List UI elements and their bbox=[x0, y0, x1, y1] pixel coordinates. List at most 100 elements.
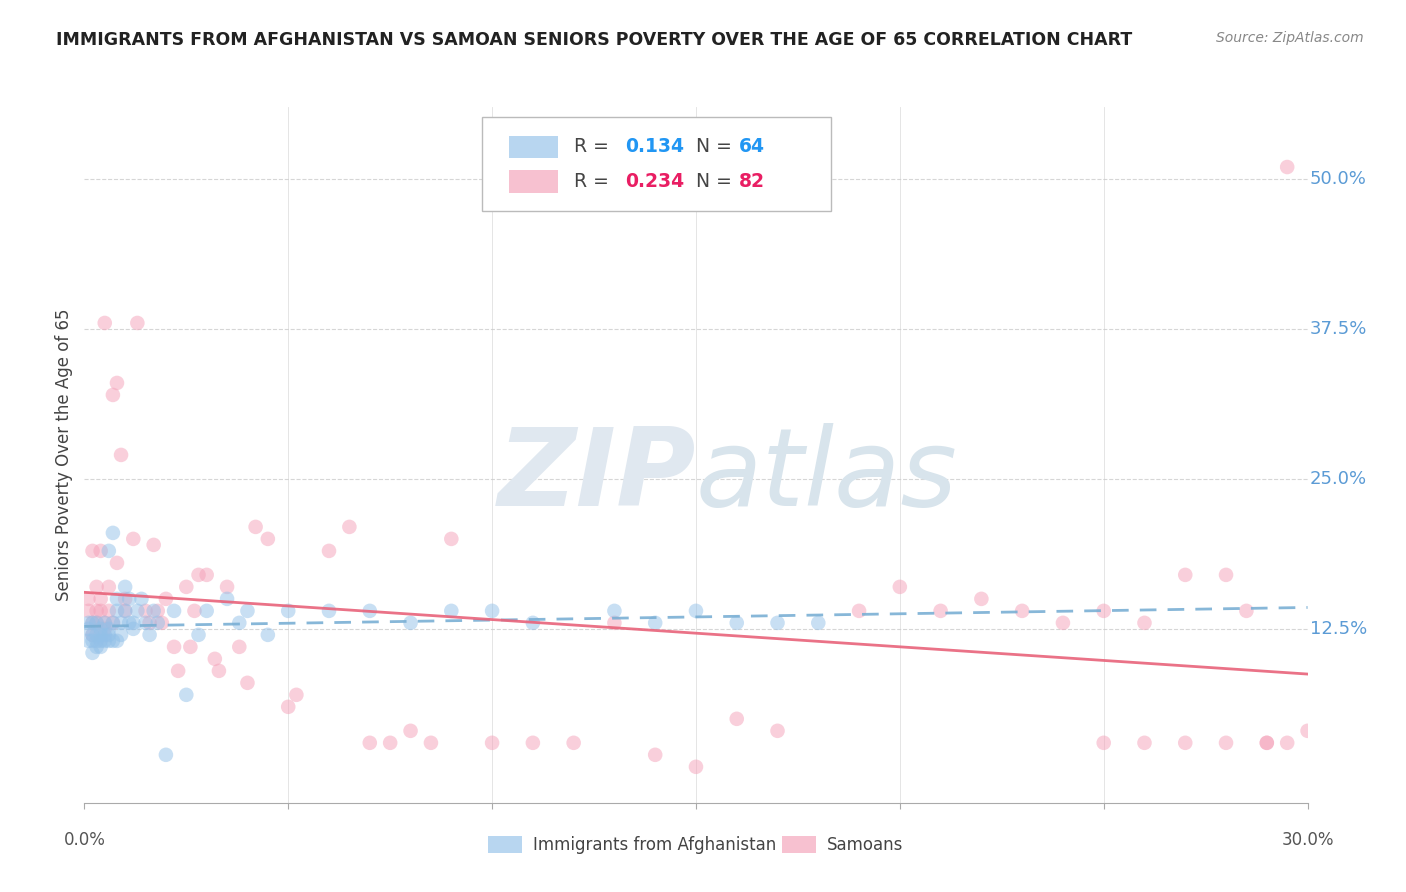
Point bbox=[146, 604, 169, 618]
Point bbox=[110, 448, 132, 462]
Point bbox=[644, 615, 666, 630]
Point bbox=[142, 538, 165, 552]
Point bbox=[766, 615, 789, 630]
Point bbox=[420, 736, 443, 750]
Point bbox=[929, 604, 952, 618]
Point bbox=[277, 604, 299, 618]
Point bbox=[236, 676, 259, 690]
Point bbox=[1234, 604, 1257, 618]
Point bbox=[93, 622, 115, 636]
Point bbox=[217, 591, 239, 606]
Point bbox=[86, 628, 108, 642]
Point bbox=[1174, 567, 1197, 582]
Point bbox=[970, 591, 993, 606]
Text: R =: R = bbox=[574, 172, 614, 191]
Point bbox=[1011, 604, 1033, 618]
Text: ZIP: ZIP bbox=[498, 423, 696, 529]
Point bbox=[399, 615, 422, 630]
Point bbox=[97, 628, 120, 642]
Point bbox=[127, 604, 149, 618]
Text: N =: N = bbox=[683, 137, 738, 156]
Point bbox=[179, 640, 201, 654]
Text: 0.234: 0.234 bbox=[626, 172, 685, 191]
Point bbox=[86, 633, 108, 648]
Point bbox=[155, 747, 177, 762]
Point bbox=[97, 604, 120, 618]
Point bbox=[122, 532, 145, 546]
Text: R =: R = bbox=[574, 137, 614, 156]
Point bbox=[1092, 604, 1115, 618]
Point bbox=[127, 316, 149, 330]
Point bbox=[522, 736, 544, 750]
Point bbox=[195, 604, 218, 618]
Point bbox=[77, 604, 100, 618]
Point bbox=[187, 567, 209, 582]
Point bbox=[1256, 736, 1278, 750]
Point bbox=[155, 591, 177, 606]
Point bbox=[105, 604, 128, 618]
Point bbox=[848, 604, 870, 618]
Point bbox=[90, 640, 112, 654]
Point bbox=[603, 604, 626, 618]
Point bbox=[204, 652, 226, 666]
Point bbox=[105, 376, 128, 390]
Point bbox=[118, 615, 141, 630]
Point bbox=[174, 688, 197, 702]
Point bbox=[82, 633, 104, 648]
Point bbox=[257, 532, 280, 546]
Text: atlas: atlas bbox=[696, 424, 957, 528]
Point bbox=[138, 628, 160, 642]
Text: Immigrants from Afghanistan: Immigrants from Afghanistan bbox=[533, 836, 776, 854]
Point bbox=[105, 556, 128, 570]
Point bbox=[110, 628, 132, 642]
Point bbox=[82, 646, 104, 660]
Text: 12.5%: 12.5% bbox=[1310, 620, 1367, 638]
Text: 0.134: 0.134 bbox=[626, 137, 685, 156]
Point bbox=[77, 633, 100, 648]
Point bbox=[93, 628, 115, 642]
Point bbox=[86, 615, 108, 630]
Point bbox=[685, 604, 707, 618]
Point bbox=[82, 615, 104, 630]
Point bbox=[318, 544, 340, 558]
Point bbox=[807, 615, 830, 630]
Point bbox=[236, 604, 259, 618]
Point bbox=[101, 525, 124, 540]
Point bbox=[105, 591, 128, 606]
Point bbox=[285, 688, 308, 702]
Y-axis label: Seniors Poverty Over the Age of 65: Seniors Poverty Over the Age of 65 bbox=[55, 309, 73, 601]
Point bbox=[277, 699, 299, 714]
Point bbox=[1215, 736, 1237, 750]
Point bbox=[183, 604, 205, 618]
Point bbox=[118, 591, 141, 606]
Point bbox=[97, 622, 120, 636]
Point bbox=[1215, 567, 1237, 582]
Point bbox=[208, 664, 231, 678]
Point bbox=[1296, 723, 1319, 738]
Point bbox=[163, 604, 186, 618]
Point bbox=[1275, 160, 1298, 174]
Point bbox=[1174, 736, 1197, 750]
Point bbox=[228, 640, 250, 654]
Point bbox=[440, 532, 463, 546]
Text: Samoans: Samoans bbox=[827, 836, 903, 854]
Point bbox=[725, 712, 748, 726]
Point bbox=[359, 604, 381, 618]
Point bbox=[187, 628, 209, 642]
Point bbox=[766, 723, 789, 738]
Point bbox=[101, 615, 124, 630]
Point bbox=[163, 640, 186, 654]
Point bbox=[86, 615, 108, 630]
Point bbox=[1092, 736, 1115, 750]
Text: 50.0%: 50.0% bbox=[1310, 170, 1367, 188]
Point bbox=[1275, 736, 1298, 750]
Point bbox=[90, 622, 112, 636]
FancyBboxPatch shape bbox=[782, 836, 815, 853]
Point bbox=[101, 633, 124, 648]
Point bbox=[101, 388, 124, 402]
Point bbox=[90, 591, 112, 606]
Text: 25.0%: 25.0% bbox=[1310, 470, 1367, 488]
Point bbox=[146, 615, 169, 630]
Point bbox=[889, 580, 911, 594]
Point bbox=[90, 633, 112, 648]
